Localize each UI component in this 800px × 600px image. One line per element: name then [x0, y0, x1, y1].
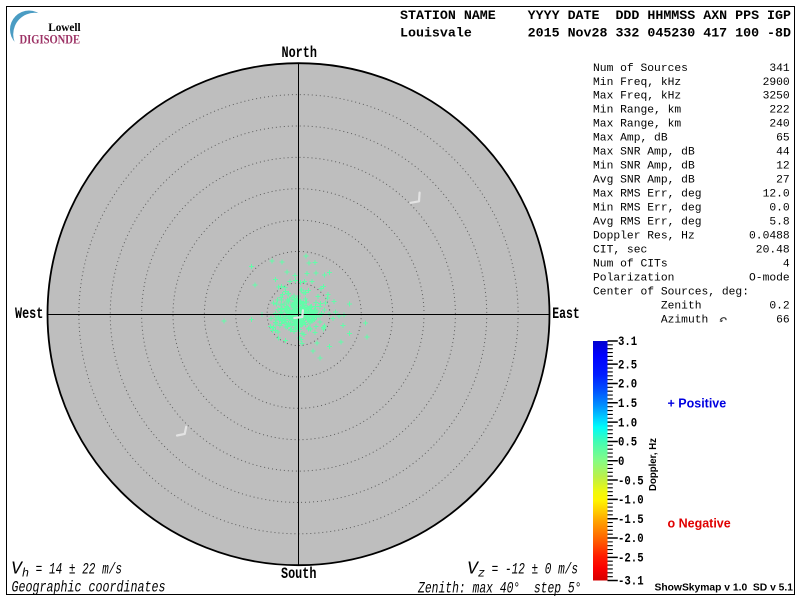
svg-text:Center of Sources, deg:: Center of Sources, deg: [593, 286, 749, 298]
svg-text:Zenith: max 40° step 5°: Zenith: max 40° step 5° [417, 579, 581, 597]
svg-text:Max Freq, kHz 3250: Max Freq, kHz 3250 [593, 91, 790, 103]
svg-text:North: North [282, 44, 317, 62]
svg-text:Azimuth 66: Azimuth 66 [593, 314, 790, 326]
svg-text:3.1: 3.1 [618, 335, 637, 349]
svg-text:Min RMS Err, deg 0.0: Min RMS Err, deg 0.0 [593, 203, 790, 215]
svg-text:Max SNR Amp, dB 44: Max SNR Amp, dB 44 [593, 147, 790, 159]
svg-text:Louisvale 2015 Nov28 332: Louisvale 2015 Nov28 332 045230 417 100 … [400, 25, 791, 40]
svg-text:-2.0: -2.0 [618, 532, 644, 546]
svg-text:Vh = 14 ± 22 m/s: Vh = 14 ± 22 m/s [11, 560, 122, 581]
svg-text:Doppler Res, Hz 0.0488: Doppler Res, Hz 0.0488 [593, 230, 790, 242]
svg-text:2.0: 2.0 [618, 378, 637, 392]
svg-text:+ Positive: + Positive [668, 397, 727, 411]
svg-text:Polarization O-mode: Polarization O-mode [593, 272, 790, 284]
svg-text:South: South [281, 565, 316, 583]
svg-text:Min SNR Amp, dB 12: Min SNR Amp, dB 12 [593, 161, 790, 173]
svg-text:1.5: 1.5 [618, 397, 637, 411]
svg-text:ShowSkymap v 1.0 SD v 5.1: ShowSkymap v 1.0 SD v 5.1 [654, 583, 793, 594]
svg-text:Avg RMS Err, deg 5.8: Avg RMS Err, deg 5.8 [593, 216, 790, 228]
svg-text:Min Freq, kHz 2900: Min Freq, kHz 2900 [593, 77, 790, 89]
svg-text:Zenith 0.2: Zenith 0.2 [593, 300, 790, 312]
svg-text:STATION NAME YYYY DATE DDD: STATION NAME YYYY DATE DDD HHMMSS AXN PP… [400, 8, 791, 23]
svg-text:Min Range, km 222: Min Range, km 222 [593, 105, 790, 117]
svg-text:Num of CITs 4: Num of CITs 4 [593, 258, 790, 270]
svg-text:East: East [552, 305, 580, 323]
svg-text:0.5: 0.5 [618, 436, 637, 450]
svg-text:Doppler, Hz: Doppler, Hz [648, 438, 659, 491]
svg-text:Max Range, km 240: Max Range, km 240 [593, 119, 790, 131]
svg-text:CIT, sec 20.48: CIT, sec 20.48 [593, 244, 790, 256]
svg-text:o Negative: o Negative [668, 517, 731, 531]
svg-text:Max RMS Err, deg 12.0: Max RMS Err, deg 12.0 [593, 189, 790, 201]
svg-text:Max Amp, dB 65: Max Amp, dB 65 [593, 133, 790, 145]
svg-text:West: West [15, 305, 43, 323]
svg-text:-1.0: -1.0 [618, 494, 644, 508]
svg-text:-1.5: -1.5 [618, 513, 644, 527]
svg-text:Num of Sources 341: Num of Sources 341 [593, 63, 790, 75]
svg-text:2.5: 2.5 [618, 358, 637, 372]
svg-text:-2.5: -2.5 [618, 552, 644, 566]
svg-text:-0.5: -0.5 [618, 474, 644, 488]
svg-text:Vz = -12 ± 0 m/s: Vz = -12 ± 0 m/s [467, 560, 578, 581]
svg-text:DIGISONDE: DIGISONDE [20, 32, 81, 47]
svg-text:Lowell: Lowell [48, 22, 80, 34]
svg-text:Geographic coordinates: Geographic coordinates [12, 578, 166, 596]
svg-text:0: 0 [618, 455, 624, 469]
svg-text:-3.1: -3.1 [618, 575, 644, 589]
svg-text:1.0: 1.0 [618, 416, 637, 430]
svg-text:Avg SNR Amp, dB 27: Avg SNR Amp, dB 27 [593, 175, 790, 187]
